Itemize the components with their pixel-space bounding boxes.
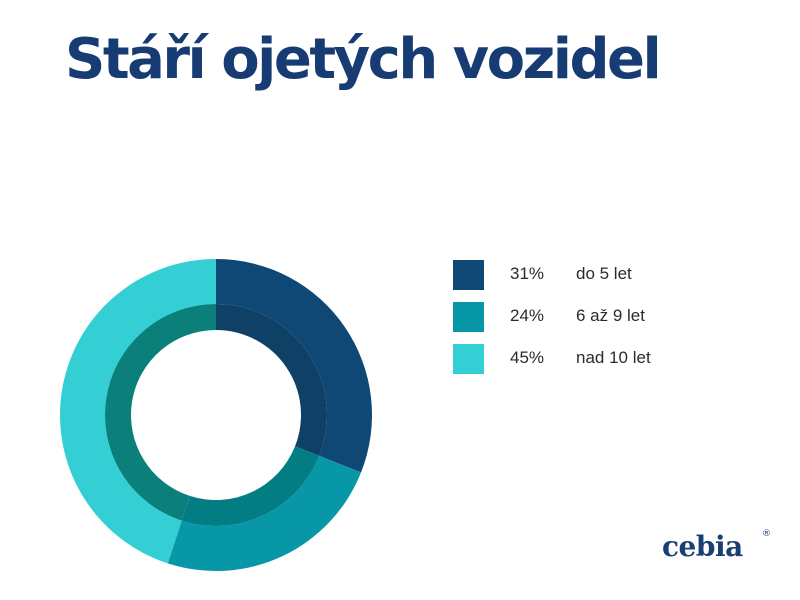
legend-swatch xyxy=(453,344,484,374)
cebia-logo: cebia ® xyxy=(662,527,771,567)
legend-swatch xyxy=(453,302,484,332)
legend-value: 24% xyxy=(510,306,545,325)
legend-label: do 5 let xyxy=(576,264,632,283)
donut-slice-3 xyxy=(60,259,216,564)
page-title: Stáří ojetých vozidel xyxy=(65,27,662,92)
legend-swatch xyxy=(453,260,484,290)
legend-label: 6 až 9 let xyxy=(576,306,645,325)
legend-value: 31% xyxy=(510,264,545,283)
legend-label: nad 10 let xyxy=(576,348,651,367)
donut-inner-band-2 xyxy=(181,446,320,526)
donut-inner-band-1 xyxy=(216,304,328,456)
donut-inner-band-3 xyxy=(105,304,216,521)
donut-slice-2 xyxy=(167,455,362,571)
donut-slice-1 xyxy=(216,259,373,473)
registered-mark: ® xyxy=(762,529,771,539)
legend-value: 45% xyxy=(510,348,545,367)
logo-text: cebia xyxy=(662,530,743,563)
